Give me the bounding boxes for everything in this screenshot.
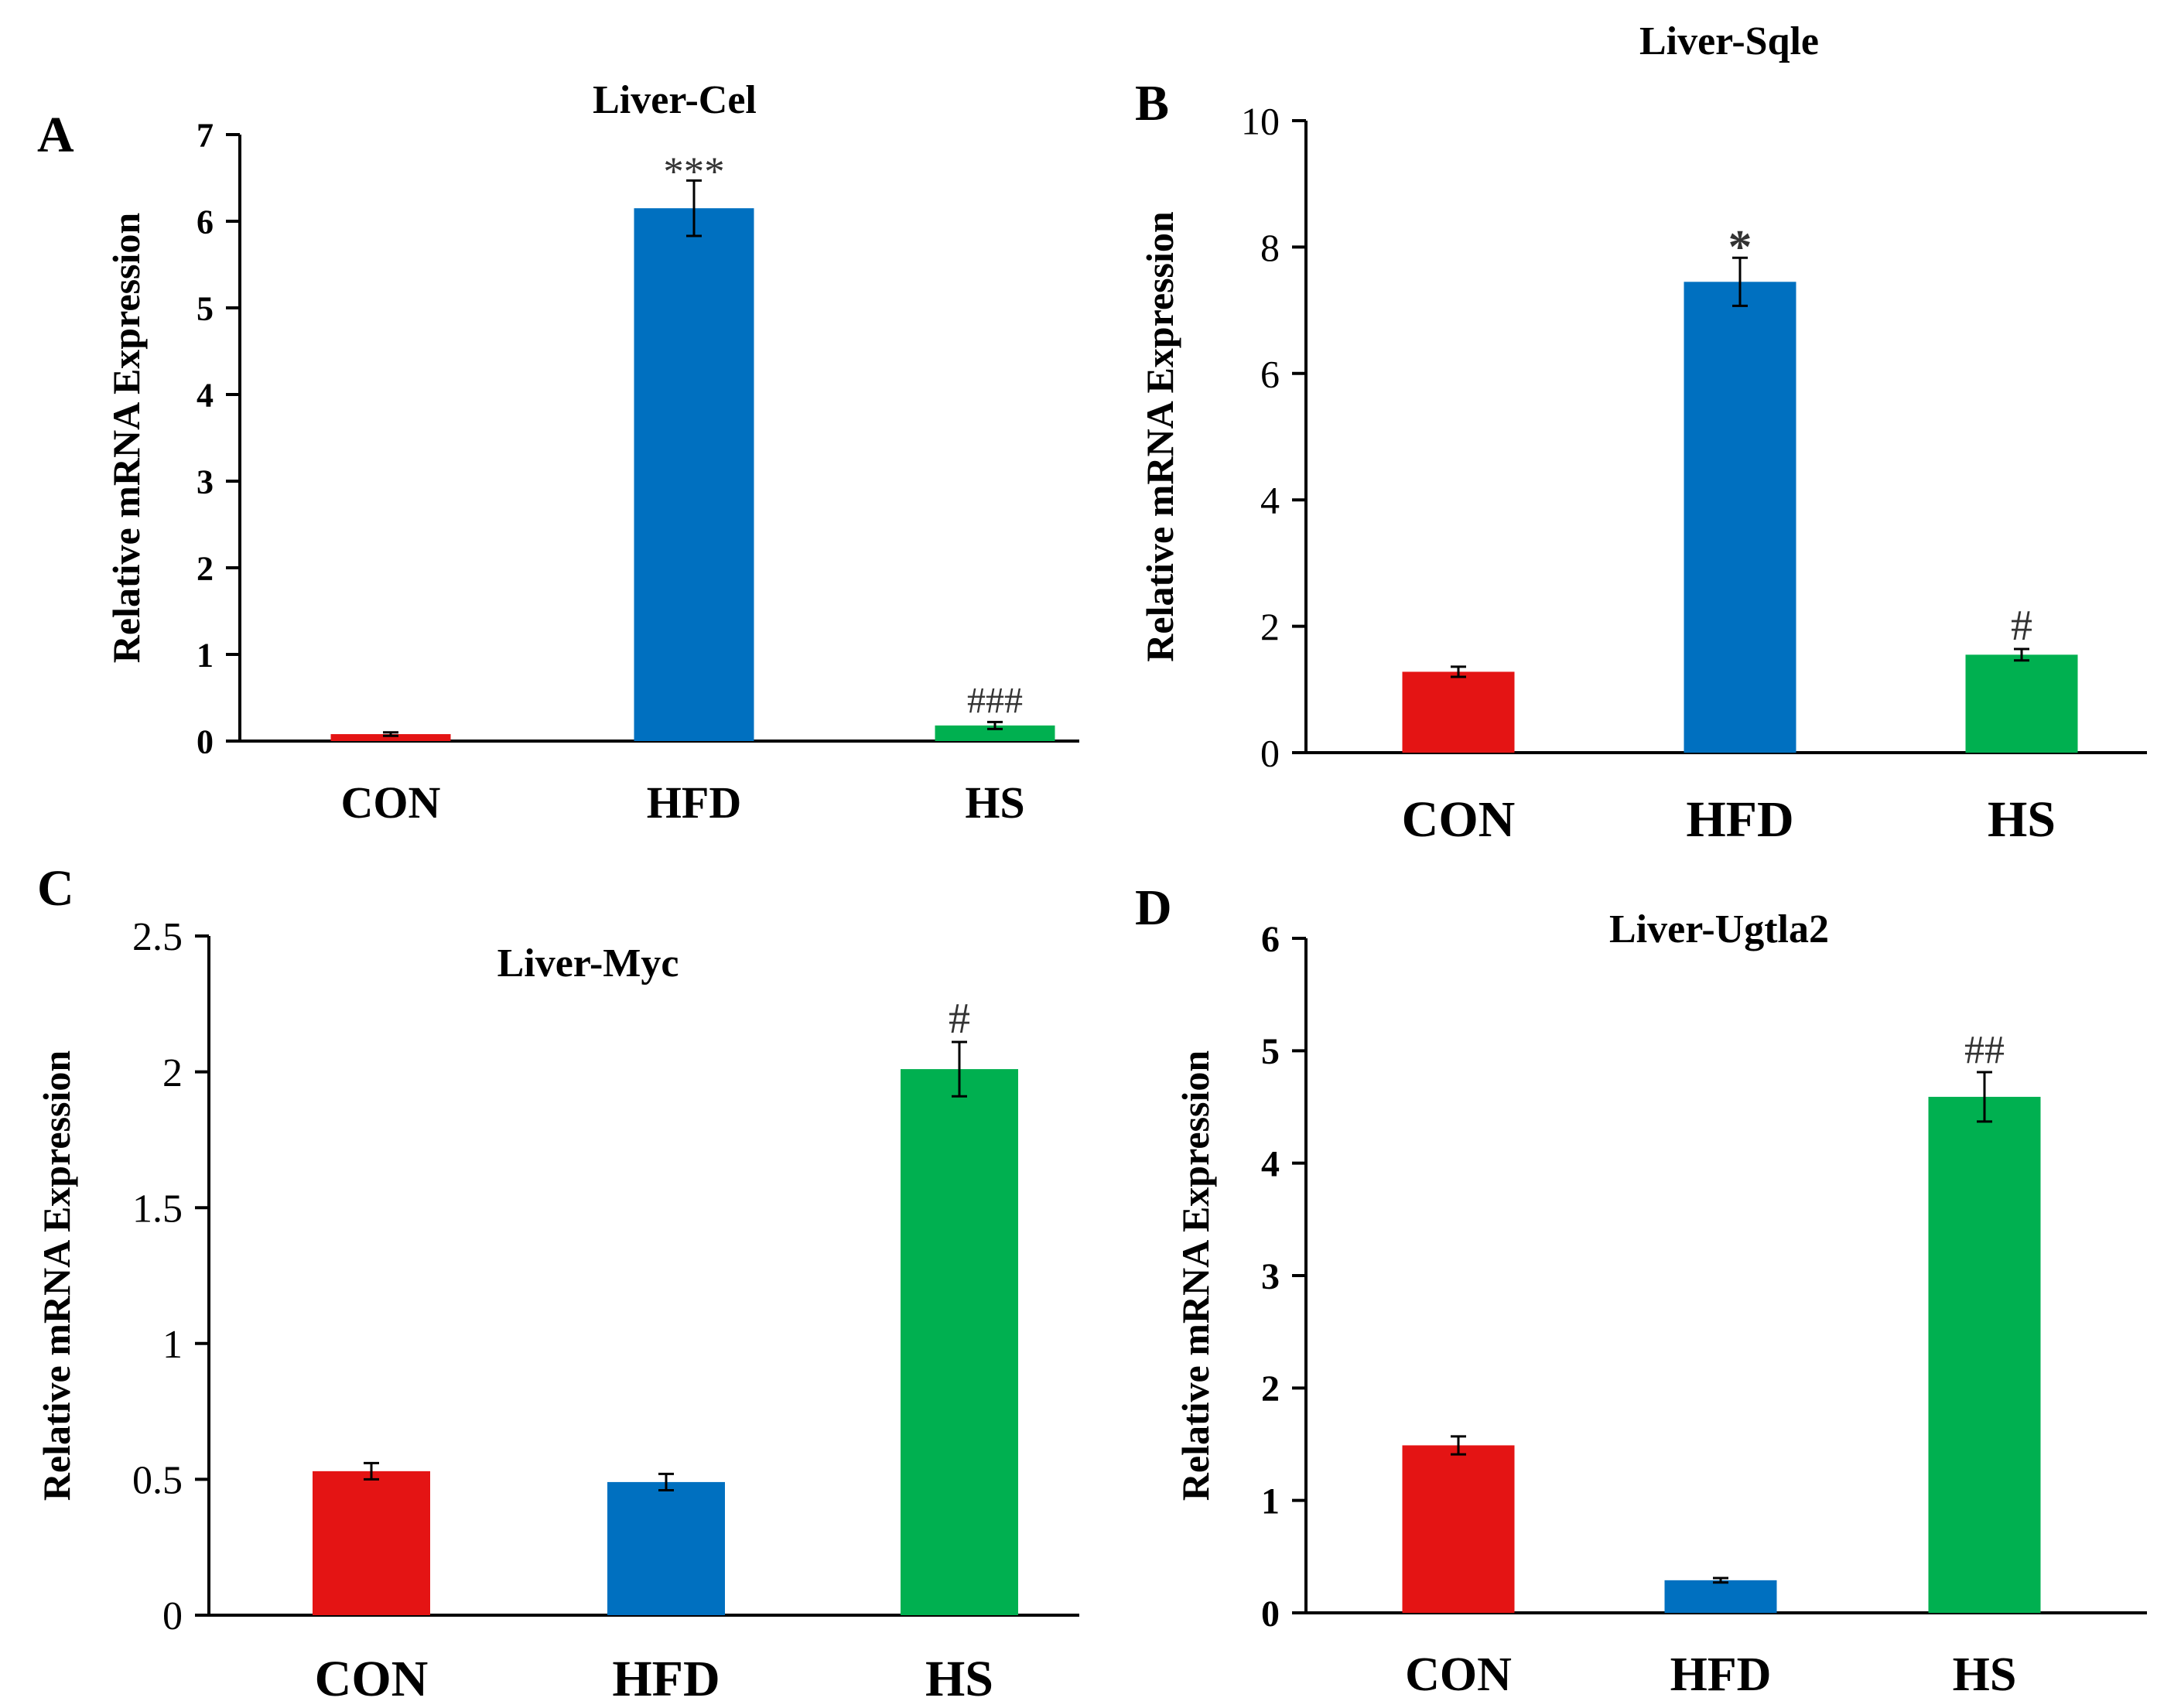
bar-hs (901, 1069, 1018, 1615)
bar-hfd (607, 1481, 725, 1615)
y-tick-label: 3 (197, 463, 214, 500)
panel-letter: D (1135, 880, 1172, 936)
x-tick-label-hs: HS (925, 1651, 993, 1707)
y-tick-label: 4 (197, 376, 214, 414)
significance-label: ### (967, 680, 1023, 721)
x-tick-label-con: CON (1405, 1648, 1512, 1701)
bar-hfd (1664, 1580, 1777, 1613)
y-tick-label: 3 (1261, 1256, 1280, 1297)
significance-label: *** (663, 149, 724, 194)
y-tick-label: 1.5 (132, 1187, 183, 1231)
y-tick-label: 1 (197, 636, 214, 674)
bar-hs (1965, 654, 2078, 753)
panel-letter: C (37, 860, 74, 917)
bar-hfd (1684, 282, 1796, 753)
significance-label: # (949, 995, 970, 1043)
y-axis-label: Relative mRNA Expression (1174, 1050, 1217, 1501)
significance-label: ## (1964, 1028, 2005, 1072)
chart-title: Liver-Myc (497, 941, 679, 986)
y-tick-label: 2 (162, 1051, 183, 1095)
panel-d: D Liver-Ugtla2 Relative mRNA Expression 0 1 2… (1135, 880, 2147, 1701)
y-tick-label: 0 (1260, 732, 1280, 775)
bar-hs (1928, 1096, 2041, 1613)
y-tick-label: 6 (197, 203, 214, 241)
x-tick-label-con: CON (341, 777, 441, 828)
y-tick-label: 10 (1241, 100, 1280, 143)
y-tick-label: 2 (197, 549, 214, 587)
panel-b: B Liver-Sqle Relative mRNA Expression 0 2 4 6 8… (1135, 19, 2147, 848)
y-tick-label: 0.5 (132, 1459, 183, 1503)
x-tick-label-hfd: HFD (612, 1651, 720, 1707)
chart-title: Liver-Ugtla2 (1609, 907, 1829, 951)
x-tick-label-hs: HS (1988, 791, 2056, 848)
panel-letter: A (37, 107, 74, 163)
bar-con (330, 734, 451, 741)
panel-letter: B (1135, 75, 1169, 132)
x-tick-label-hfd: HFD (1686, 791, 1793, 848)
y-tick-label: 8 (1260, 226, 1280, 269)
y-axis-label: Relative mRNA Expression (35, 1050, 78, 1501)
y-tick-label: 2.5 (132, 915, 183, 959)
y-tick-label: 4 (1261, 1143, 1280, 1184)
x-tick-label-con: CON (1402, 791, 1516, 848)
bar-con (1402, 671, 1515, 753)
significance-label: # (2011, 602, 2032, 650)
y-tick-label: 1 (162, 1323, 183, 1367)
y-tick-label: 6 (1260, 352, 1280, 395)
y-tick-label: 4 (1260, 479, 1280, 522)
panel-c: C Liver-Myc Relative mRNA Expression 0 0.5 1 1… (35, 860, 1079, 1707)
x-tick-label-hfd: HFD (1670, 1648, 1772, 1701)
x-tick-label-hs: HS (965, 777, 1024, 828)
y-axis-label: Relative mRNA Expression (104, 213, 148, 664)
bar-hs (935, 725, 1055, 741)
y-tick-label: 0 (162, 1594, 183, 1638)
y-tick-label: 1 (1261, 1481, 1280, 1522)
y-axis-label: Relative mRNA Expression (1138, 211, 1181, 662)
y-tick-label: 0 (1261, 1594, 1280, 1635)
significance-label: * (1728, 220, 1752, 273)
x-tick-label-con: CON (315, 1651, 429, 1707)
y-tick-label: 5 (197, 289, 214, 327)
bar-con (1402, 1445, 1515, 1613)
bar-con (313, 1471, 430, 1615)
y-tick-label: 0 (197, 722, 214, 760)
chart-title: Liver-Cel (593, 78, 757, 122)
y-tick-label: 6 (1261, 919, 1280, 960)
bar-hfd (634, 208, 754, 741)
panel-a: A Liver-Cel Relative mRNA Expression 0 1 2 3 4 5… (37, 78, 1079, 828)
y-tick-label: 2 (1261, 1368, 1280, 1409)
chart-title: Liver-Sqle (1639, 19, 1819, 63)
y-tick-label: 7 (197, 116, 214, 154)
x-tick-label-hfd: HFD (647, 777, 741, 828)
x-tick-label-hs: HS (1953, 1648, 2017, 1701)
y-tick-label: 5 (1261, 1031, 1280, 1072)
y-tick-label: 2 (1260, 605, 1280, 648)
